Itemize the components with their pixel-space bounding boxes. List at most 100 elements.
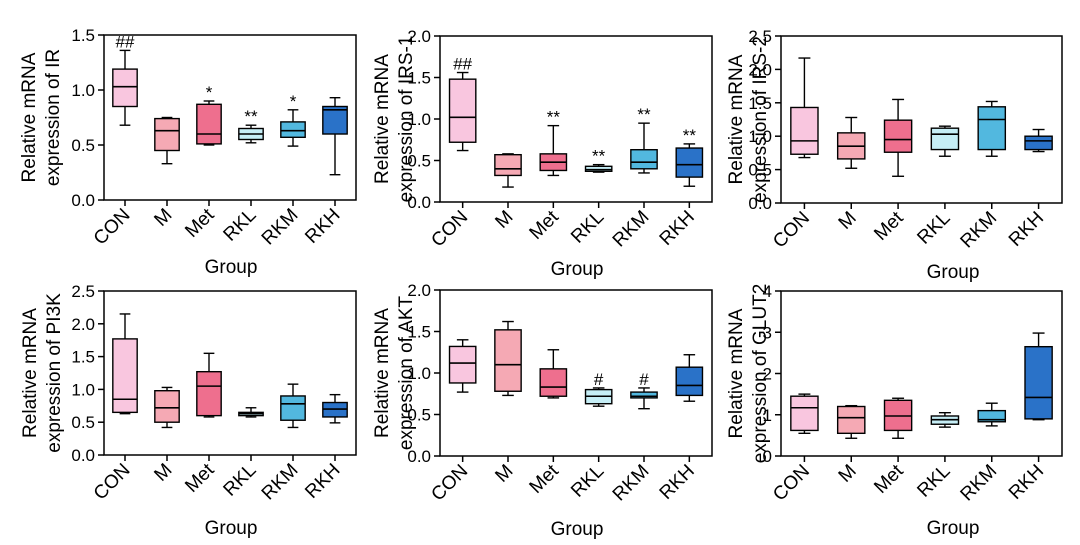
x-tick-label: RKM (609, 461, 654, 506)
y-tick-label: 1.0 (407, 110, 431, 129)
box-rkm (977, 100, 1007, 157)
box-rkm (977, 402, 1007, 427)
y-tick-label: 1.0 (71, 81, 95, 100)
box-con (112, 49, 138, 126)
x-tick-label: M (491, 207, 517, 233)
box-met (196, 352, 222, 418)
box-m (494, 153, 522, 188)
x-tick-label: RKL (220, 460, 261, 501)
box-rkl (584, 387, 613, 407)
box-rkm (280, 383, 306, 429)
box-con (448, 71, 477, 152)
x-tick-label: CON (427, 461, 472, 506)
box-m (154, 116, 180, 165)
box-iqr (630, 149, 658, 170)
box-iqr (790, 106, 819, 155)
box-met (196, 100, 222, 146)
plot-frame (439, 289, 713, 457)
y-tick-label: 0.5 (71, 136, 95, 155)
x-tick-label: RKH (656, 461, 699, 504)
x-tick-label: Met (870, 460, 908, 498)
x-tick-label: Met (526, 206, 564, 244)
box-m (154, 386, 180, 429)
box-met (883, 98, 913, 177)
y-axis-label-line: expression of IR (43, 49, 64, 186)
box-iqr (494, 329, 522, 392)
x-tick-label: Met (870, 207, 908, 245)
x-tick-label: RKL (913, 461, 954, 502)
significance-mark: ** (683, 126, 697, 145)
significance-mark: ** (592, 147, 606, 166)
y-axis-label-line: Relative mRNA (372, 54, 393, 184)
x-axis-label: Group (551, 519, 604, 540)
y-tick-label: 1.0 (71, 380, 95, 399)
x-tick-label: RKM (258, 205, 303, 250)
chart-panel-4: 0.0 0.5 1.0 1.5 2.0 2.5 Relative mRNA expressio… (20, 282, 357, 539)
x-tick-label: CON (90, 460, 135, 505)
box-rkm (630, 387, 658, 410)
y-tick-label: 4 (763, 282, 772, 301)
box-iqr (448, 345, 477, 384)
box-con (448, 339, 477, 393)
box-rkh (322, 393, 348, 424)
box-rkm (280, 109, 306, 147)
y-tick-label: 3 (763, 323, 772, 342)
significance-mark: # (594, 370, 604, 389)
x-tick-label: RKM (957, 461, 1002, 506)
x-tick-label: RKH (656, 207, 699, 250)
box-iqr (154, 390, 180, 423)
plot-frame (439, 35, 713, 203)
x-axis-label: Group (551, 259, 604, 280)
box-iqr (1024, 345, 1053, 420)
box-iqr (322, 105, 348, 135)
y-axis-label-line: Relative mRNA (20, 308, 41, 438)
plot-frame (103, 290, 357, 456)
y-axis-label: Relative mRNA expression of PI3K (20, 293, 65, 453)
box-rkl (584, 163, 613, 173)
box-iqr (790, 395, 819, 432)
y-axis-label-line: Relative mRNA (726, 308, 747, 438)
x-tick-label: M (491, 461, 517, 487)
x-tick-label: RKH (1005, 208, 1048, 251)
box-iqr (584, 165, 613, 172)
box-rkh (322, 96, 348, 176)
box-con (112, 313, 138, 415)
box-iqr (154, 117, 180, 152)
box-con (790, 393, 819, 435)
y-tick-label: 1.5 (407, 69, 431, 88)
y-tick-label: 0.0 (407, 193, 431, 212)
box-rkl (930, 125, 960, 157)
x-tick-label: Met (181, 204, 219, 242)
significance-mark: ** (244, 107, 258, 126)
x-tick-label: CON (90, 205, 135, 250)
significance-mark: ** (547, 108, 561, 127)
y-tick-label: 1.0 (748, 127, 772, 146)
y-tick-label: 2.5 (71, 282, 95, 301)
box-iqr (539, 368, 568, 397)
box-iqr (112, 68, 138, 108)
box-m (836, 404, 866, 439)
y-tick-label: 1.5 (748, 94, 772, 113)
chart-panel-1: 0.0 0.5 1.0 1.5 Relative mRNA expression of I… (19, 26, 357, 278)
significance-mark: # (639, 370, 649, 389)
box-rkh (675, 143, 704, 187)
box-iqr (112, 338, 138, 414)
y-tick-label: 0.5 (407, 152, 431, 171)
x-tick-label: RKH (1005, 461, 1048, 504)
y-tick-label: 0.5 (407, 406, 431, 425)
y-axis-label-line: expression of IRS-2 (750, 36, 771, 203)
box-iqr (930, 127, 960, 151)
box-iqr (196, 370, 222, 417)
x-tick-label: Met (526, 460, 564, 498)
box-iqr (280, 395, 306, 421)
box-iqr (1024, 135, 1053, 151)
x-axis-label: Group (205, 518, 258, 539)
x-tick-label: CON (769, 461, 814, 506)
y-tick-label: 1.5 (407, 323, 431, 342)
y-axis-label-line: expression of AKT (396, 296, 417, 451)
y-tick-label: 2.0 (748, 60, 772, 79)
